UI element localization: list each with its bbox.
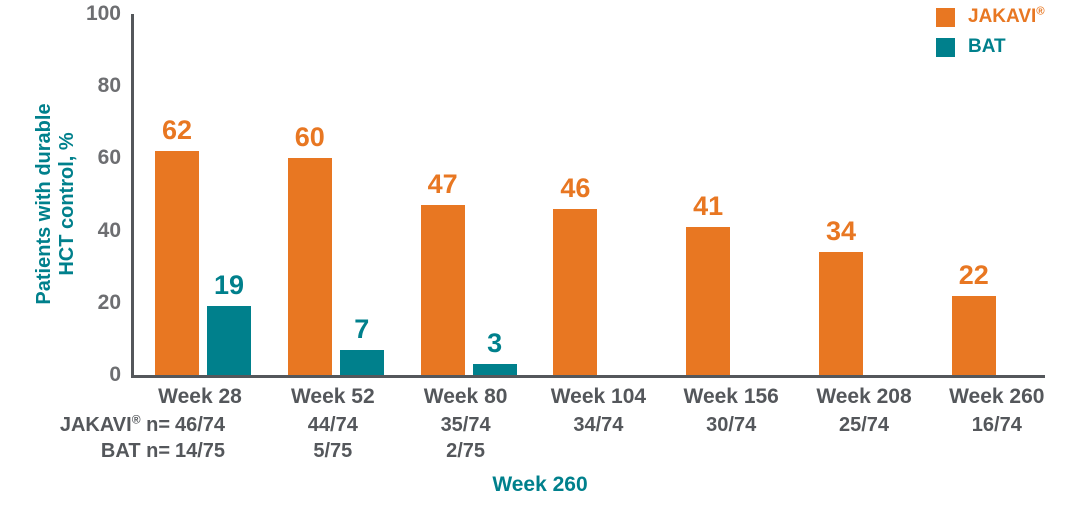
n-value-bat-week-80: 2/75 bbox=[446, 440, 486, 462]
y-tick-label-0: 0 bbox=[109, 363, 121, 386]
legend-label-jakavi: JAKAVI® bbox=[968, 6, 1045, 28]
bat-n-row-label: BAT n= bbox=[0, 440, 170, 463]
legend: JAKAVI® BAT bbox=[936, 6, 1045, 67]
jakavi-n-row-suffix: n= bbox=[140, 414, 170, 436]
bar-value-bat-week-28: 19 bbox=[213, 270, 245, 301]
legend-label-bat: BAT bbox=[968, 36, 1006, 58]
n-value-jakavi-week-104: 34/74 bbox=[573, 414, 624, 436]
bar-bat-week-80 bbox=[472, 364, 517, 375]
x-label-week-28: Week 28 bbox=[158, 385, 242, 408]
y-tick-label-60: 60 bbox=[97, 146, 121, 170]
n-value-jakavi-week-28: 46/74 bbox=[174, 414, 226, 436]
bar-value-bat-week-52: 7 bbox=[354, 313, 370, 344]
x-label-week-208: Week 208 bbox=[816, 385, 912, 408]
bat-n-row-name: BAT bbox=[100, 440, 141, 462]
bar-jakavi-week-28 bbox=[155, 151, 199, 375]
bar-value-jakavi-week-28: 62 bbox=[161, 115, 193, 146]
bar-jakavi-week-260 bbox=[951, 295, 996, 375]
n-value-jakavi-week-52: 44/74 bbox=[307, 414, 358, 436]
x-label-week-52: Week 52 bbox=[290, 385, 375, 408]
bar-jakavi-week-208 bbox=[819, 252, 863, 375]
bar-jakavi-week-156 bbox=[686, 227, 731, 375]
bar-value-jakavi-week-52: 60 bbox=[294, 122, 325, 153]
n-value-bat-week-52: 5/75 bbox=[313, 440, 353, 462]
bar-bat-week-28 bbox=[207, 306, 251, 375]
y-axis-label-line2: HCT control, % bbox=[56, 132, 78, 276]
x-label-week-80: Week 80 bbox=[423, 385, 508, 408]
bar-value-jakavi-week-208: 34 bbox=[825, 216, 857, 247]
bottom-caption: Week 260 bbox=[492, 473, 588, 496]
bar-value-bat-week-80: 3 bbox=[487, 328, 503, 359]
x-label-week-104: Week 104 bbox=[550, 385, 647, 408]
n-value-jakavi-week-208: 25/74 bbox=[838, 414, 890, 436]
y-tick-label-100: 100 bbox=[85, 2, 121, 25]
plot-area: 62 19 60 7 47 3 46 41 34 22 bbox=[131, 14, 1045, 378]
legend-jakavi-name: JAKAVI bbox=[968, 6, 1037, 27]
bar-value-jakavi-week-104: 46 bbox=[560, 172, 591, 203]
n-value-jakavi-week-156: 30/74 bbox=[706, 414, 757, 436]
bar-value-jakavi-week-156: 41 bbox=[693, 191, 724, 221]
n-value-jakavi-week-80: 35/74 bbox=[440, 414, 491, 436]
bat-n-row-suffix: n= bbox=[140, 440, 170, 462]
bar-value-jakavi-week-260: 22 bbox=[958, 259, 989, 290]
bar-bat-week-52 bbox=[339, 349, 384, 375]
y-tick-label-80: 80 bbox=[97, 74, 121, 98]
n-value-bat-week-28: 14/75 bbox=[174, 440, 226, 462]
bar-jakavi-week-104 bbox=[553, 208, 598, 375]
y-axis-label-text: Patients with durable HCT control, % bbox=[33, 103, 79, 304]
bar-jakavi-week-52 bbox=[287, 158, 332, 375]
legend-item-jakavi: JAKAVI® bbox=[936, 6, 1045, 28]
registered-mark: ® bbox=[131, 412, 141, 427]
registered-mark: ® bbox=[1036, 5, 1045, 18]
jakavi-swatch-icon bbox=[936, 7, 955, 27]
y-tick-label-20: 20 bbox=[97, 290, 121, 314]
y-axis-label-line1: Patients with durable bbox=[33, 103, 55, 305]
x-label-week-156: Week 156 bbox=[683, 385, 779, 408]
bar-value-jakavi-week-80: 47 bbox=[427, 169, 458, 200]
y-tick-label-40: 40 bbox=[97, 218, 121, 242]
jakavi-n-row-name: JAKAVI bbox=[59, 414, 132, 436]
bar-jakavi-week-80 bbox=[420, 205, 465, 375]
jakavi-n-row-label: JAKAVI® n= bbox=[0, 412, 170, 437]
bat-swatch-icon bbox=[936, 37, 955, 57]
legend-bat-name: BAT bbox=[968, 36, 1006, 57]
x-label-week-260: Week 260 bbox=[949, 385, 1045, 408]
n-value-jakavi-week-260: 16/74 bbox=[971, 414, 1022, 436]
legend-item-bat: BAT bbox=[936, 36, 1045, 58]
